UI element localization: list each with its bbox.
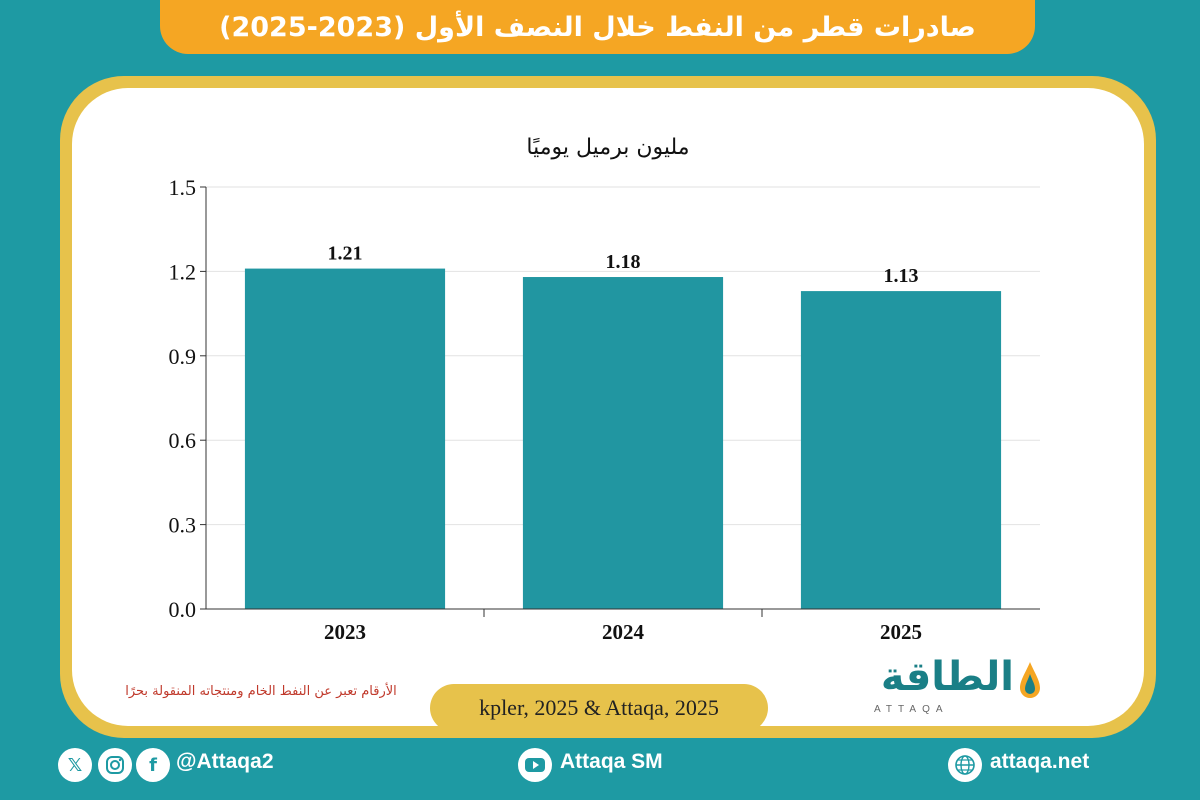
x-twitter-icon[interactable]: 𝕏	[58, 748, 92, 782]
title-banner: صادرات قطر من النفط خلال النصف الأول (20…	[160, 0, 1035, 54]
footnote: الأرقام تعبر عن النفط الخام ومنتجاته الم…	[125, 684, 397, 699]
y-tick-label: 0.3	[169, 513, 197, 538]
facebook-icon[interactable]: f	[136, 748, 170, 782]
bars	[244, 268, 1002, 609]
y-tick-label: 0.0	[169, 597, 197, 622]
chart-card: مليون برميل يوميًا 0.0 0.3 0.6 0.9 1.2 1.5 1.…	[72, 88, 1144, 726]
x-tick-label-2023: 2023	[324, 620, 366, 644]
x-tick-labels: 2023 2024 2025	[324, 609, 922, 644]
value-labels: 1.21 1.18 1.13	[328, 243, 919, 288]
x-tick-label-2025: 2025	[880, 620, 922, 644]
instagram-icon[interactable]	[98, 748, 132, 782]
value-label-2025: 1.13	[884, 265, 919, 287]
social-handle[interactable]: @Attaqa2	[176, 750, 274, 773]
bar-2024	[522, 277, 724, 609]
logo-subtext: ATTAQA	[874, 704, 949, 715]
y-tick-labels: 0.0 0.3 0.6 0.9 1.2 1.5	[169, 175, 206, 622]
value-label-2023: 1.21	[328, 243, 363, 265]
website-link[interactable]: attaqa.net	[990, 750, 1090, 773]
footer-bar: 𝕏 f @Attaqa2 Attaqa SM attaqa.net	[0, 742, 1200, 800]
logo-text: الطاقة	[880, 654, 1014, 700]
youtube-channel[interactable]: Attaqa SM	[560, 750, 663, 773]
y-tick-label: 0.9	[169, 344, 197, 369]
y-axis-label: مليون برميل يوميًا	[526, 135, 689, 160]
value-label-2024: 1.18	[606, 251, 641, 273]
source-pill: kpler, 2025 & Attaqa, 2025	[430, 684, 768, 732]
source-text: kpler, 2025 & Attaqa, 2025	[479, 695, 719, 720]
y-tick-label: 1.2	[169, 259, 197, 284]
bar-2025	[800, 291, 1002, 609]
x-tick-label-2024: 2024	[602, 620, 645, 644]
bar-chart: مليون برميل يوميًا 0.0 0.3 0.6 0.9 1.2 1.5 1.…	[169, 135, 1040, 644]
attaqa-logo: الطاقة ATTAQA	[862, 654, 1042, 724]
y-tick-label: 0.6	[169, 428, 197, 453]
bar-2023	[244, 268, 446, 609]
chart-title: صادرات قطر من النفط خلال النصف الأول (20…	[219, 11, 976, 43]
youtube-icon[interactable]	[518, 748, 552, 782]
oil-drop-icon	[1020, 662, 1040, 698]
y-tick-label: 1.5	[169, 175, 197, 200]
globe-icon[interactable]	[948, 748, 982, 782]
